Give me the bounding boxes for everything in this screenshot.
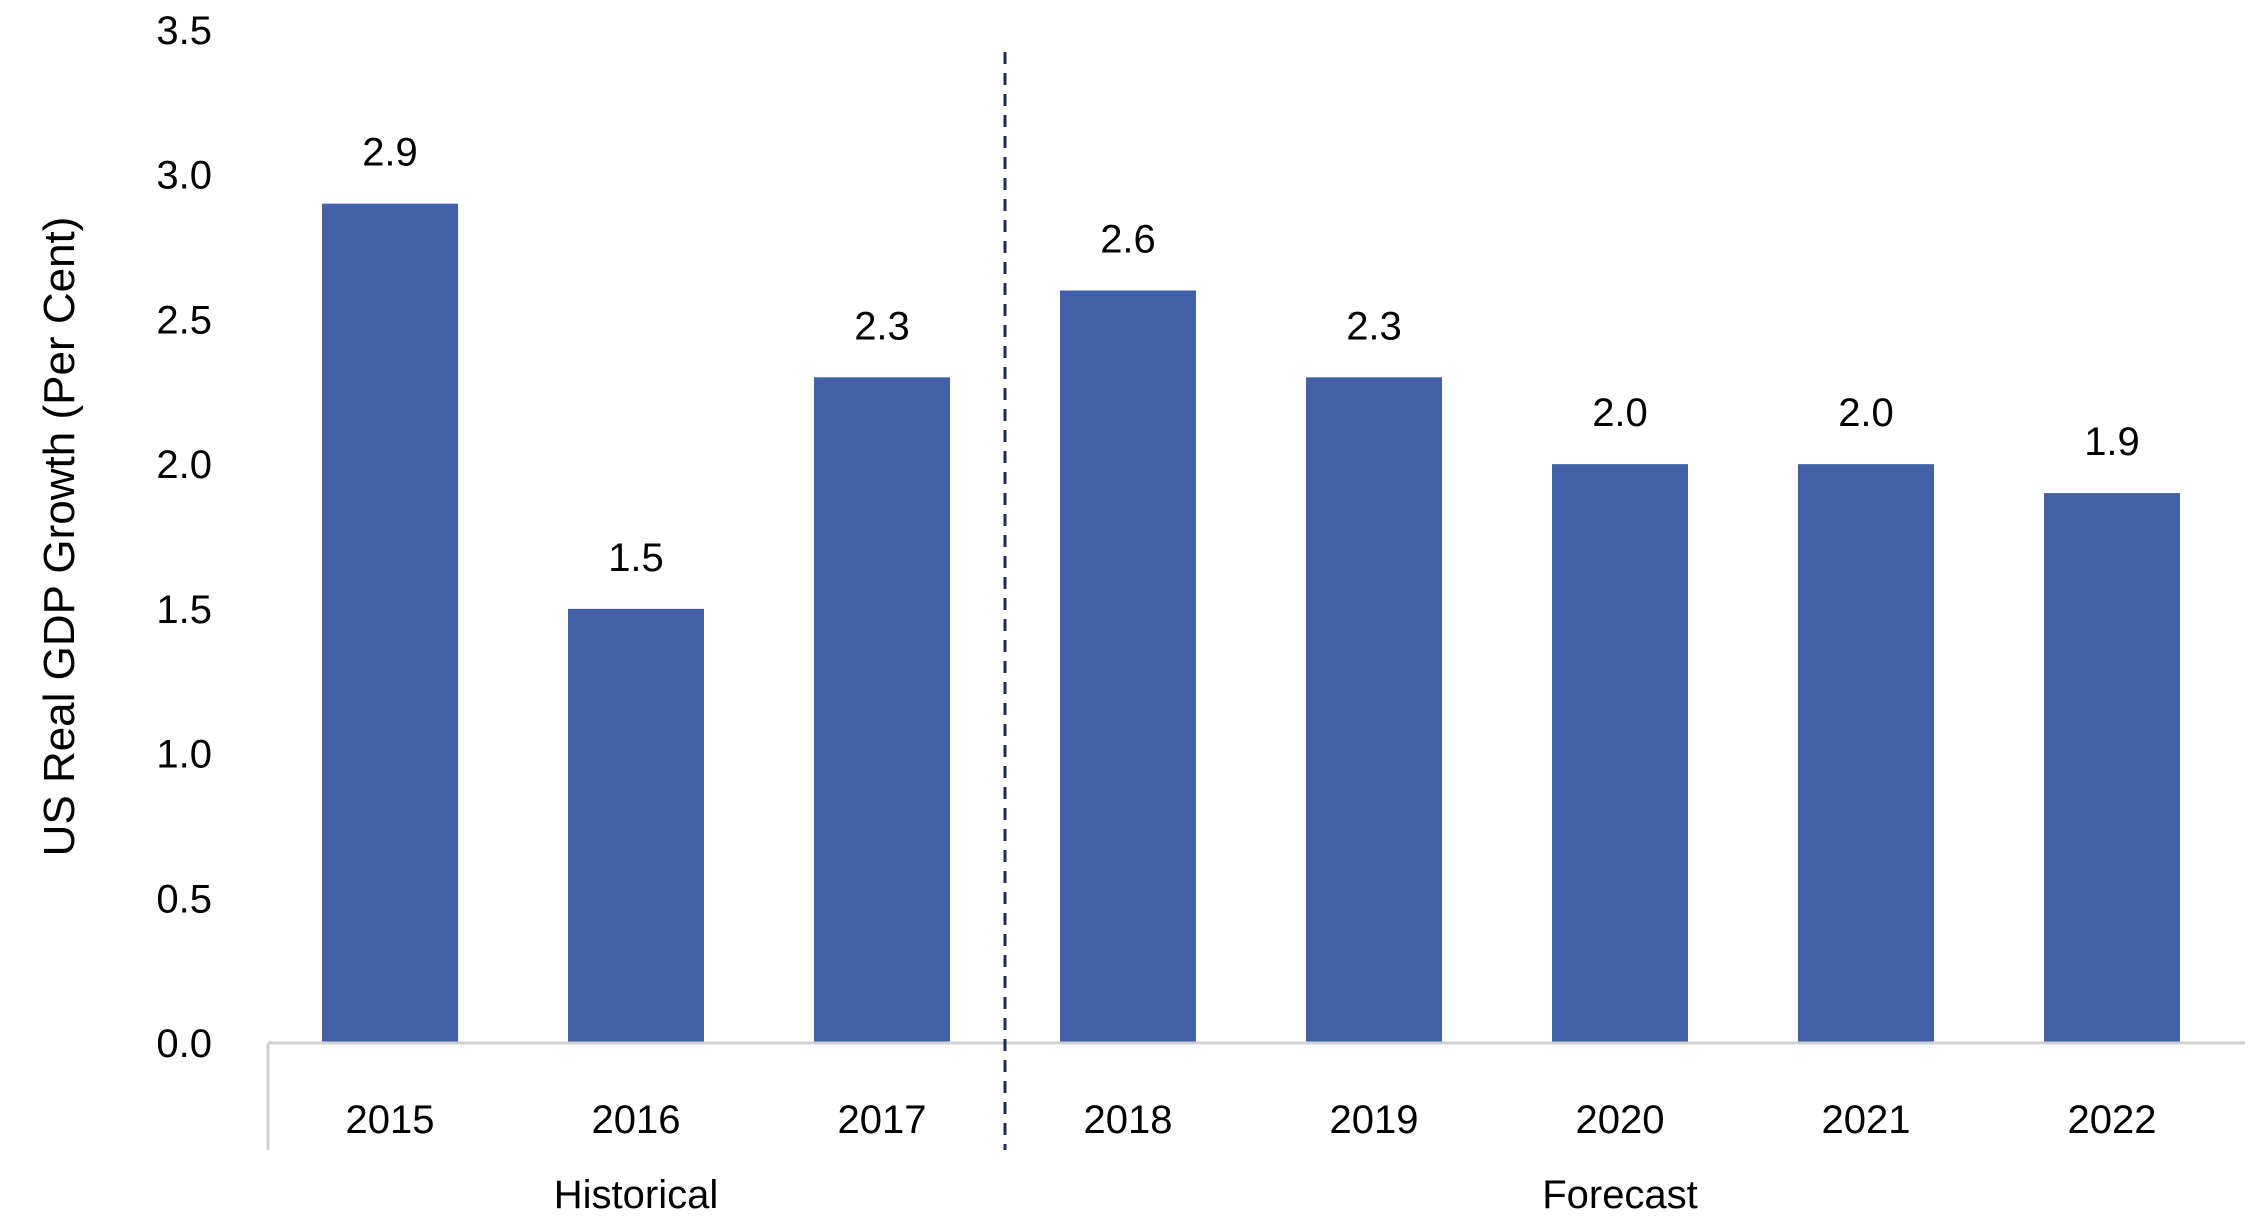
data-label-2020: 2.0 — [1592, 391, 1648, 435]
category-label-2022: 2022 — [2068, 1098, 2157, 1142]
y-tick-label-5: 2.5 — [156, 298, 212, 342]
y-tick-label-2: 1.0 — [156, 733, 212, 777]
group-label-forecast: Forecast — [1542, 1173, 1698, 1217]
category-label-2018: 2018 — [1084, 1098, 1173, 1142]
bar-2020 — [1552, 464, 1688, 1044]
y-axis-title: US Real GDP Growth (Per Cent) — [35, 217, 84, 857]
group-label-historical: Historical — [554, 1173, 718, 1217]
category-label-2021: 2021 — [1822, 1098, 1911, 1142]
bar-2021 — [1798, 464, 1934, 1044]
group-labels: Historical Forecast — [554, 1173, 1698, 1217]
bar-2017 — [814, 377, 950, 1043]
category-label-2015: 2015 — [346, 1098, 435, 1142]
y-tick-label-1: 0.5 — [156, 877, 212, 921]
category-label-2019: 2019 — [1330, 1098, 1419, 1142]
category-label-2017: 2017 — [838, 1098, 927, 1142]
data-label-2019: 2.3 — [1346, 304, 1402, 348]
category-labels: 2015 2016 2017 2018 2019 2020 2021 2022 — [346, 1098, 2157, 1142]
y-tick-label-7: 3.5 — [156, 9, 212, 53]
bar-2015 — [322, 203, 458, 1043]
data-label-2015: 2.9 — [362, 131, 418, 175]
data-label-2021: 2.0 — [1838, 391, 1894, 435]
data-label-2017: 2.3 — [854, 304, 910, 348]
data-labels: 2.9 1.5 2.3 2.6 2.3 2.0 2.0 1.9 — [362, 131, 2140, 580]
bars — [322, 203, 2180, 1044]
bar-2016 — [568, 608, 704, 1043]
category-label-2016: 2016 — [592, 1098, 681, 1142]
bar-2018 — [1060, 290, 1196, 1043]
bar-2019 — [1306, 377, 1442, 1043]
y-tick-label-4: 2.0 — [156, 443, 212, 487]
category-label-2020: 2020 — [1576, 1098, 1665, 1142]
y-axis-ticks: 0.0 0.5 1.0 1.5 2.0 2.5 3.0 3.5 — [156, 9, 212, 1066]
data-label-2022: 1.9 — [2084, 420, 2140, 464]
data-label-2018: 2.6 — [1100, 217, 1156, 261]
y-tick-label-3: 1.5 — [156, 588, 212, 632]
bar-2022 — [2044, 493, 2180, 1044]
data-label-2016: 1.5 — [608, 536, 664, 580]
y-tick-label-6: 3.0 — [156, 154, 212, 198]
axes — [266, 52, 2245, 1150]
y-tick-label-0: 0.0 — [156, 1022, 212, 1066]
